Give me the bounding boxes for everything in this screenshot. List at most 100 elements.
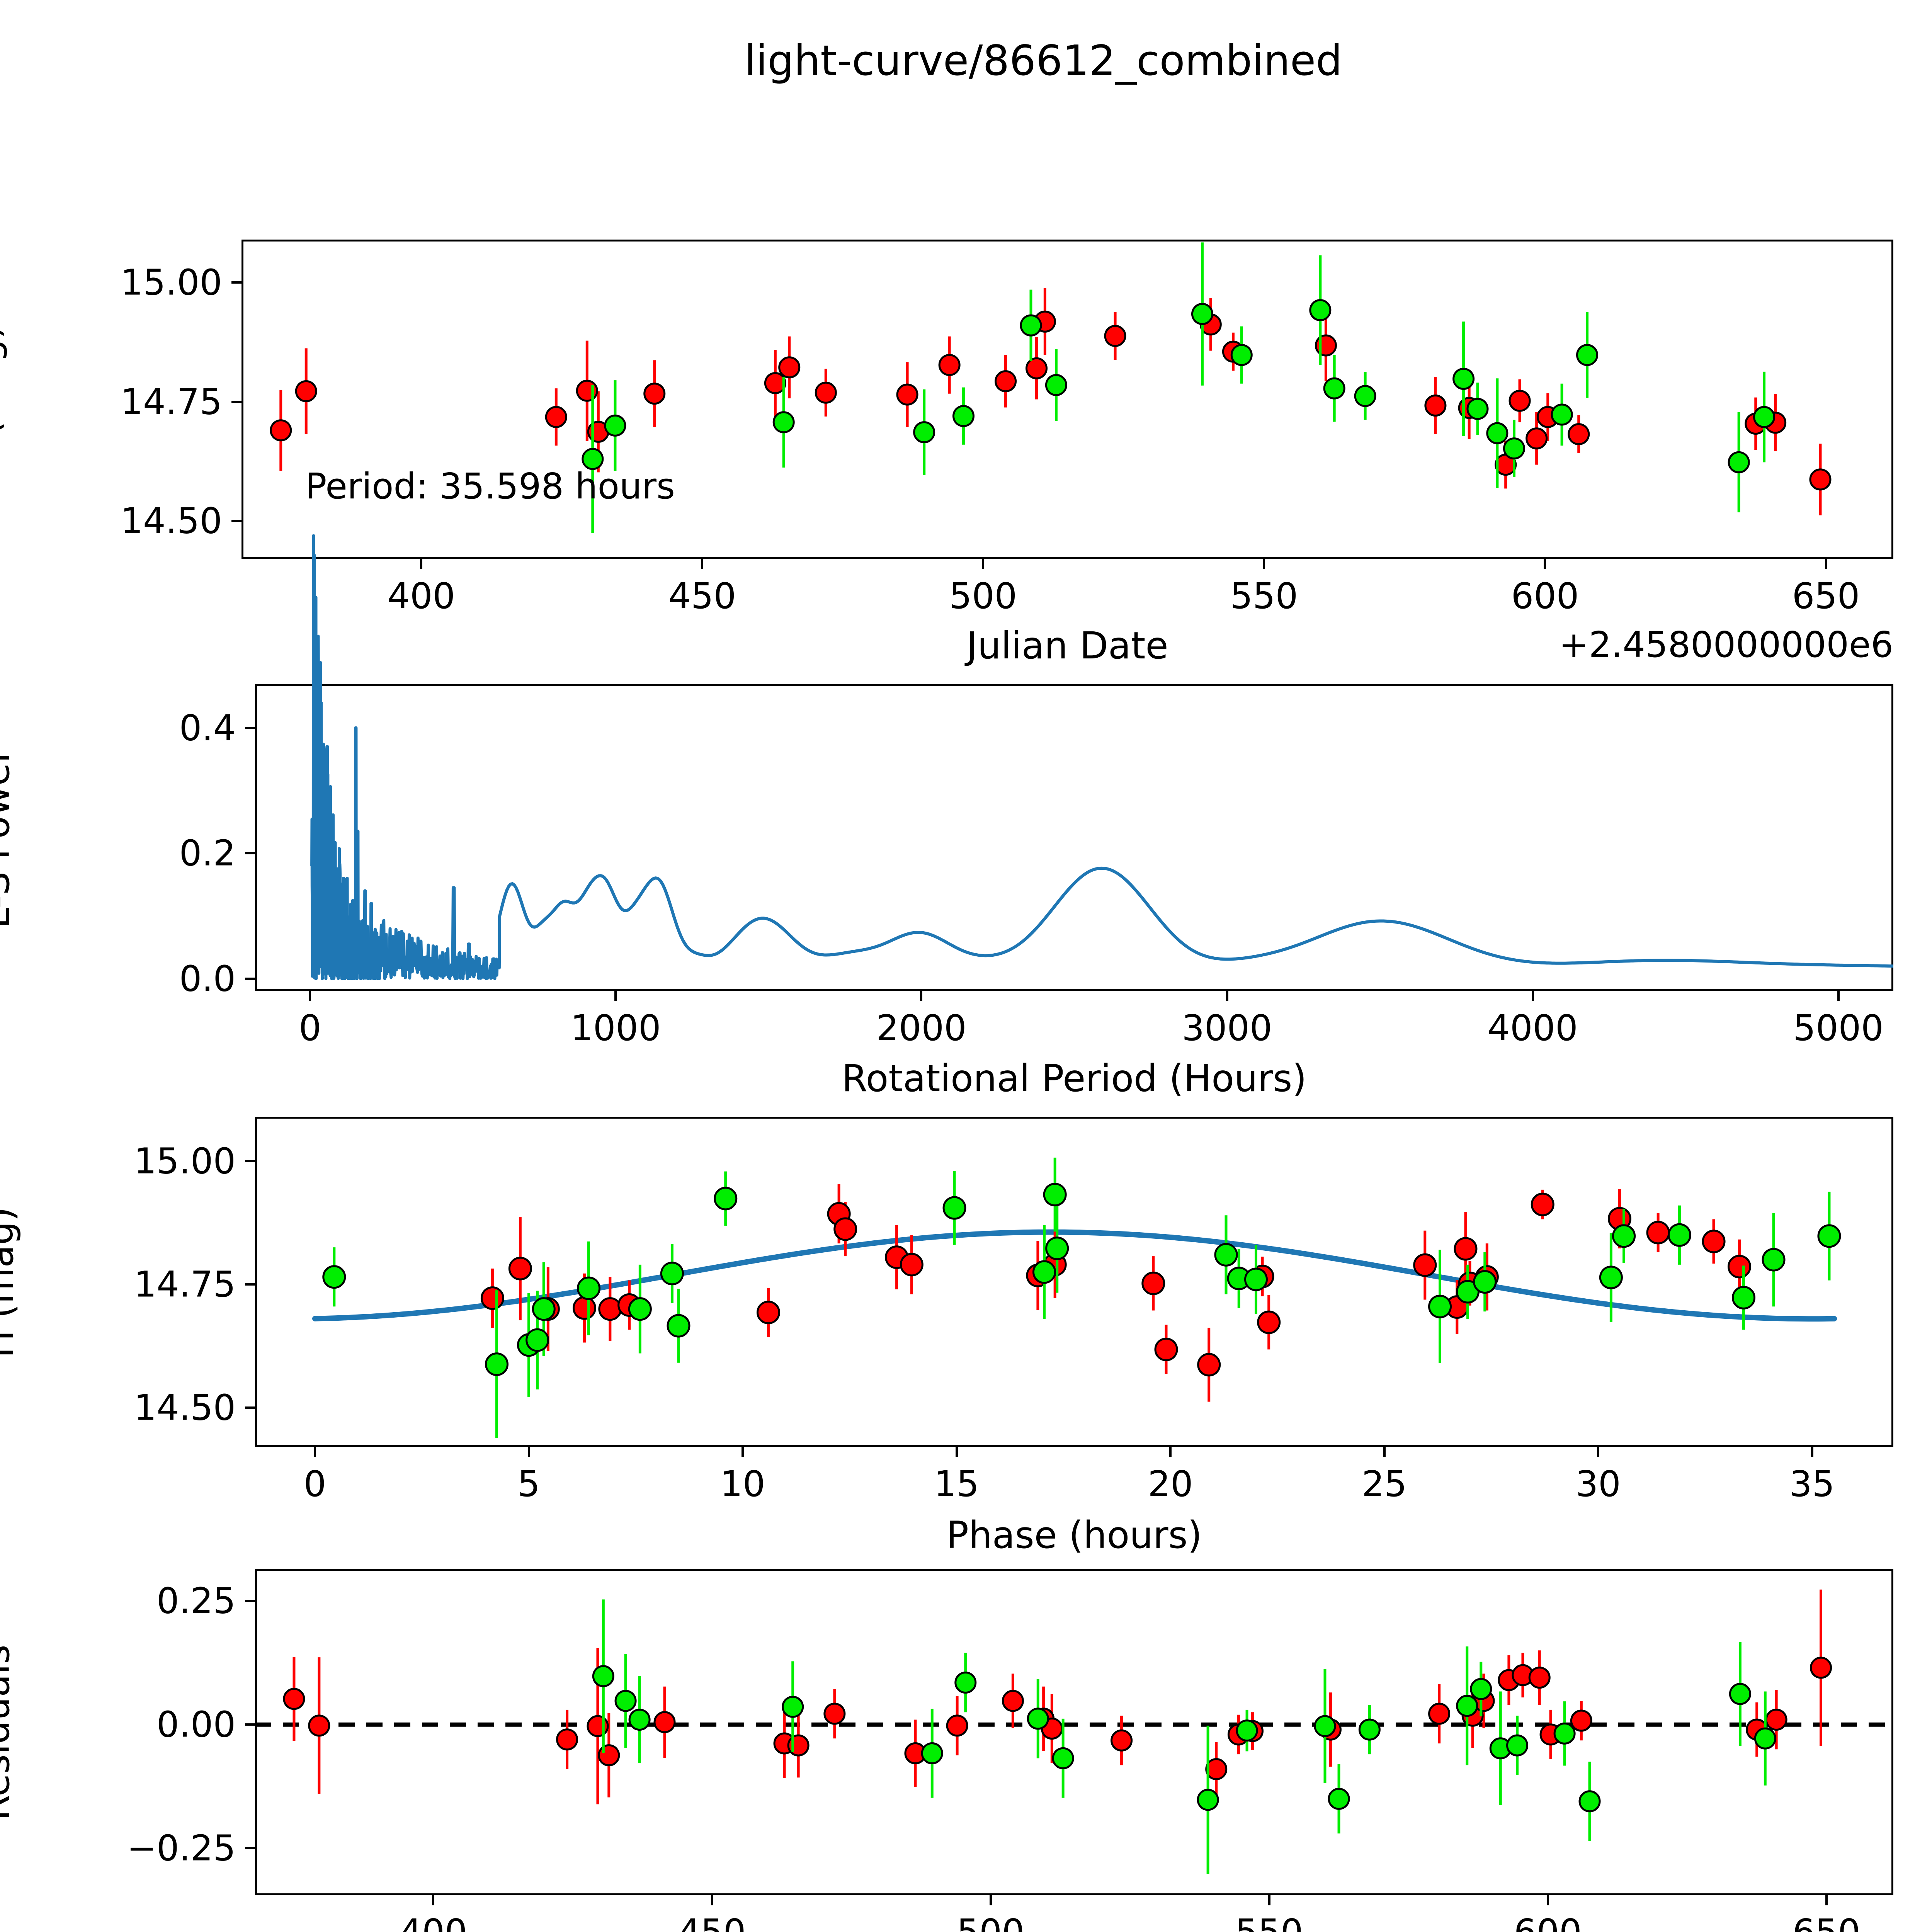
- data-point: [938, 354, 961, 376]
- lightcurve-x-offset: +2.4580000000e6: [1559, 624, 1893, 665]
- data-point: [1428, 1294, 1452, 1318]
- x-tick-label: 650: [1793, 1912, 1861, 1932]
- x-tick-mark: [1226, 991, 1228, 1001]
- data-point: [1551, 403, 1573, 426]
- data-point: [782, 1696, 804, 1718]
- data-point: [322, 1265, 346, 1289]
- data-point: [1753, 406, 1776, 428]
- figure-title: light-curve/86612_combined: [744, 37, 1342, 85]
- data-point: [1323, 377, 1345, 400]
- data-point: [1358, 1718, 1381, 1741]
- data-point: [900, 1253, 923, 1277]
- data-point: [772, 411, 795, 434]
- x-tick-mark: [420, 559, 423, 569]
- data-point: [582, 448, 604, 470]
- x-tick-label: 30: [1575, 1463, 1621, 1505]
- data-point: [576, 379, 598, 402]
- series-green: [582, 242, 1776, 533]
- data-point: [1765, 1708, 1787, 1731]
- data-point: [1141, 1271, 1165, 1295]
- x-tick-mark: [1268, 1895, 1270, 1905]
- data-point: [1230, 344, 1253, 366]
- data-point: [1328, 1787, 1350, 1810]
- x-tick-mark: [711, 1895, 713, 1905]
- data-point: [1568, 423, 1590, 446]
- y-tick-mark: [231, 281, 242, 284]
- data-point: [1111, 1729, 1133, 1752]
- data-point: [628, 1297, 652, 1321]
- y-tick-label: 0.00: [156, 1704, 236, 1745]
- data-point: [480, 1286, 504, 1310]
- data-point: [283, 1688, 305, 1710]
- y-tick-mark: [231, 400, 242, 403]
- data-point: [1809, 468, 1832, 491]
- y-tick-label: 14.50: [120, 500, 222, 542]
- data-point: [1026, 357, 1048, 379]
- data-point: [1810, 1656, 1832, 1679]
- lightcurve-ylabel: H (mag): [0, 324, 8, 475]
- x-tick-label: 5000: [1793, 1007, 1884, 1049]
- data-point: [1257, 1310, 1281, 1334]
- data-point: [833, 1217, 857, 1241]
- data-point: [1045, 1236, 1069, 1260]
- data-point: [667, 1314, 690, 1338]
- data-point: [1154, 1337, 1178, 1361]
- data-point: [1578, 1790, 1601, 1813]
- x-tick-mark: [1263, 559, 1265, 569]
- y-tick-mark: [245, 977, 255, 980]
- y-tick-mark: [245, 1160, 255, 1162]
- series-green: [322, 1157, 1841, 1439]
- x-tick-mark: [1544, 559, 1546, 569]
- data-point: [1104, 325, 1126, 347]
- data-point: [587, 1715, 609, 1737]
- data-point: [1702, 1230, 1726, 1253]
- data-point: [1197, 1789, 1219, 1811]
- x-tick-mark: [432, 1895, 435, 1905]
- data-point: [1473, 1270, 1497, 1294]
- data-point: [896, 383, 918, 406]
- data-point: [1354, 385, 1376, 407]
- data-point: [1413, 1253, 1437, 1277]
- x-tick-label: 450: [678, 1912, 746, 1932]
- data-point: [1456, 1695, 1478, 1717]
- y-tick-label: 15.00: [120, 262, 222, 303]
- x-tick-label: 600: [1514, 1912, 1582, 1932]
- data-point: [1754, 1727, 1776, 1750]
- y-tick-mark: [245, 1723, 255, 1726]
- x-tick-mark: [1169, 1447, 1172, 1457]
- y-tick-label: 0.0: [179, 958, 236, 1000]
- data-point: [308, 1714, 330, 1737]
- sinusoid-fit-curve: [312, 1229, 1837, 1322]
- data-point: [614, 1690, 637, 1712]
- data-point: [1191, 303, 1213, 325]
- x-tick-mark: [1383, 1447, 1386, 1457]
- data-point: [714, 1187, 738, 1211]
- data-point: [1214, 1243, 1238, 1267]
- data-point: [954, 1671, 977, 1694]
- data-point: [1727, 1255, 1751, 1279]
- x-tick-label: 600: [1511, 575, 1579, 617]
- phase-ylabel: H (mag): [0, 1207, 22, 1358]
- data-point: [1509, 389, 1531, 412]
- data-point: [778, 356, 801, 379]
- data-point: [1205, 1758, 1228, 1781]
- x-tick-label: 35: [1789, 1463, 1835, 1505]
- data-point: [485, 1352, 509, 1376]
- data-point: [1452, 367, 1475, 390]
- y-tick-label: 0.4: [179, 707, 236, 749]
- x-tick-label: 5: [517, 1463, 540, 1505]
- x-tick-label: 500: [957, 1912, 1025, 1932]
- data-point: [1032, 1260, 1056, 1284]
- data-point: [995, 370, 1017, 393]
- x-tick-mark: [742, 1447, 744, 1457]
- x-tick-label: 10: [720, 1463, 765, 1505]
- data-point: [1762, 1248, 1786, 1272]
- data-point: [764, 372, 786, 395]
- data-point: [1020, 314, 1042, 337]
- data-point: [1470, 1678, 1492, 1700]
- data-point: [787, 1734, 810, 1757]
- x-tick-mark: [309, 991, 311, 1001]
- data-point: [1732, 1286, 1756, 1310]
- y-tick-mark: [245, 1847, 255, 1850]
